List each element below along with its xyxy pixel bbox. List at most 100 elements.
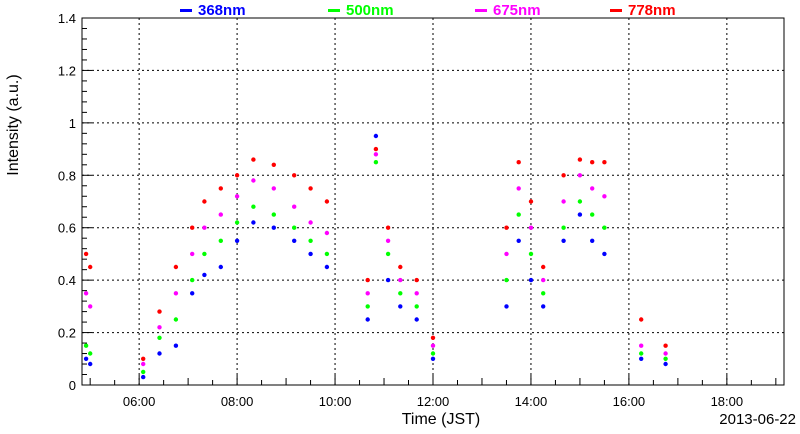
- data-point: [561, 199, 566, 204]
- y-tick-label: 0.2: [58, 326, 76, 341]
- data-point: [292, 173, 297, 178]
- data-point: [528, 225, 534, 230]
- data-point: [504, 277, 509, 283]
- data-point: [202, 272, 207, 278]
- y-tick-label: 1.4: [58, 11, 76, 26]
- data-point: [577, 212, 583, 217]
- legend-label: 500nm: [346, 2, 394, 19]
- data-point: [516, 212, 521, 217]
- data-point: [234, 194, 240, 199]
- x-tick-label: 10:00: [319, 394, 352, 409]
- data-point: [430, 343, 436, 348]
- data-point: [218, 238, 223, 243]
- data-point: [398, 264, 403, 270]
- legend-item: 500nm: [328, 2, 394, 19]
- data-point: [385, 225, 391, 230]
- data-point: [541, 291, 546, 296]
- data-point: [324, 230, 330, 236]
- data-point: [190, 251, 195, 257]
- data-point: [83, 251, 89, 257]
- data-point: [365, 277, 370, 283]
- data-point: [141, 369, 146, 375]
- data-point: [271, 212, 276, 217]
- data-point: [308, 238, 313, 243]
- data-point: [271, 186, 276, 191]
- legend-swatch: [475, 9, 487, 12]
- data-point: [430, 351, 436, 356]
- data-point: [639, 317, 644, 322]
- data-point: [83, 356, 89, 361]
- data-point: [234, 220, 240, 225]
- data-point: [190, 291, 195, 296]
- data-point: [292, 238, 297, 243]
- data-point: [663, 343, 668, 348]
- data-point: [202, 225, 207, 230]
- x-axis: 06:00 08:00 10:00 12:00 14:00 16:00 18:00: [89, 375, 777, 409]
- data-point: [234, 238, 240, 243]
- x-axis-title: Time (JST): [402, 411, 481, 428]
- data-point: [590, 186, 595, 191]
- data-point: [365, 291, 370, 296]
- x-tick-label: 08:00: [221, 394, 254, 409]
- data-point: [414, 304, 419, 309]
- data-point: [308, 220, 313, 225]
- data-point: [430, 335, 436, 340]
- data-point: [157, 351, 162, 356]
- data-point: [173, 264, 179, 270]
- data-point: [504, 251, 509, 257]
- data-point: [292, 225, 297, 230]
- data-point: [541, 277, 546, 283]
- data-point: [190, 277, 195, 283]
- data-point: [663, 356, 668, 361]
- data-point: [308, 251, 313, 257]
- data-point: [271, 225, 276, 230]
- data-point: [157, 309, 162, 314]
- data-point: [577, 157, 583, 162]
- y-tick-label: 0: [69, 378, 76, 393]
- data-point: [385, 277, 391, 283]
- legend-item: 778nm: [610, 2, 676, 19]
- data-point: [365, 304, 370, 309]
- data-point: [561, 238, 566, 243]
- data-point: [541, 304, 546, 309]
- data-point: [373, 133, 379, 139]
- data-point: [561, 225, 566, 230]
- data-points: [83, 133, 668, 380]
- data-point: [602, 251, 607, 257]
- legend-item: 675nm: [475, 2, 541, 19]
- data-point: [251, 178, 256, 183]
- data-point: [218, 264, 223, 270]
- data-point: [414, 291, 419, 296]
- data-point: [271, 162, 276, 167]
- data-point: [663, 351, 668, 356]
- data-point: [430, 356, 436, 361]
- grid: [82, 18, 784, 385]
- data-point: [308, 186, 313, 191]
- y-tick-label: 0.4: [58, 273, 76, 288]
- data-point: [663, 361, 668, 367]
- data-point: [251, 220, 256, 225]
- data-point: [602, 194, 607, 199]
- data-point: [190, 225, 195, 230]
- data-point: [639, 343, 644, 348]
- data-point: [602, 160, 607, 165]
- data-point: [577, 173, 583, 178]
- data-point: [141, 361, 146, 367]
- y-tick-label: 1: [69, 116, 76, 131]
- data-point: [516, 238, 521, 243]
- data-point: [590, 160, 595, 165]
- data-point: [639, 351, 644, 356]
- data-point: [173, 343, 179, 348]
- data-point: [141, 374, 146, 380]
- data-point: [504, 304, 509, 309]
- data-point: [141, 356, 146, 361]
- legend-swatch: [328, 9, 340, 12]
- data-point: [541, 264, 546, 270]
- legend-swatch: [180, 9, 192, 12]
- data-point: [577, 199, 583, 204]
- y-tick-label: 0.8: [58, 168, 76, 183]
- data-point: [83, 343, 89, 348]
- x-tick-label: 16:00: [613, 394, 646, 409]
- data-point: [218, 186, 223, 191]
